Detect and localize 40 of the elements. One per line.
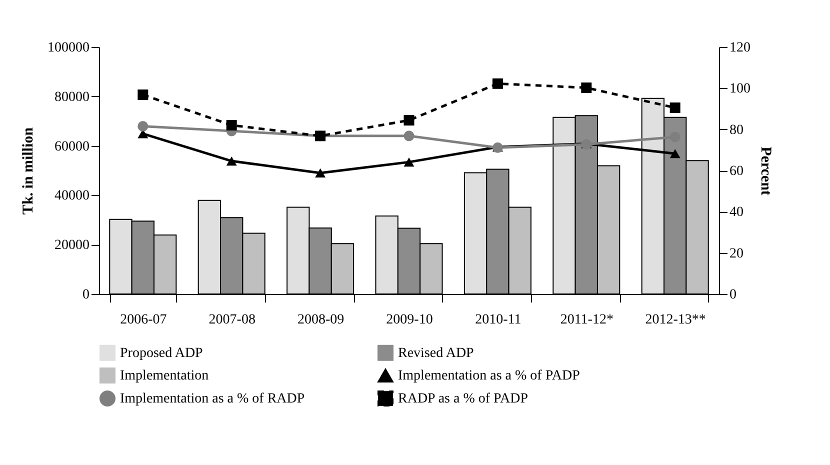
legend-label: Implementation bbox=[120, 368, 209, 384]
point bbox=[404, 115, 414, 126]
y-tick-label: 40000 bbox=[54, 188, 90, 204]
point bbox=[404, 130, 414, 142]
legend-label: Implementation as a % of RADP bbox=[120, 392, 305, 406]
y2-tick-label: 100 bbox=[730, 82, 750, 97]
y2-axis-title: Percent bbox=[758, 146, 774, 196]
point bbox=[315, 168, 326, 178]
y-tick-label: 80000 bbox=[54, 90, 90, 105]
point bbox=[226, 156, 237, 166]
point bbox=[670, 149, 680, 158]
point bbox=[404, 158, 414, 167]
x-tick-label: 2012-13** bbox=[645, 312, 706, 328]
x-tick-label: 2007-08 bbox=[208, 312, 256, 328]
point bbox=[581, 82, 592, 93]
y-tick-label: 20000 bbox=[54, 238, 90, 254]
point bbox=[492, 78, 503, 89]
point bbox=[670, 102, 680, 113]
y2-tick-label: 20 bbox=[730, 246, 744, 262]
x-tick-label: 2011-12* bbox=[560, 312, 614, 328]
point bbox=[138, 121, 148, 132]
legend-label: Implementation as a % of PADP bbox=[398, 368, 580, 384]
y2-tick-label: 40 bbox=[730, 205, 744, 220]
x-tick-label: 2006-07 bbox=[120, 312, 167, 328]
x-tick-label: 2010-11 bbox=[475, 312, 522, 328]
y-tick-label: 100000 bbox=[48, 40, 90, 56]
y-tick-label: 0 bbox=[82, 288, 90, 302]
legend-label: RADP as a % of PADP bbox=[398, 392, 528, 406]
y-tick-label: 60000 bbox=[54, 139, 90, 154]
legend-label: Revised ADP bbox=[398, 346, 474, 361]
y-axis-title: Tk. in million bbox=[20, 126, 36, 215]
y2-tick-label: 80 bbox=[730, 122, 744, 138]
y2-tick-label: 60 bbox=[730, 164, 744, 179]
point bbox=[138, 90, 148, 100]
x-tick-label: 2009-10 bbox=[386, 312, 433, 328]
legend-label: Proposed ADP bbox=[120, 346, 204, 361]
y2-tick-label: 0 bbox=[730, 288, 736, 302]
y2-tick-label: 120 bbox=[730, 40, 750, 56]
point bbox=[226, 120, 237, 130]
x-tick-label: 2008-09 bbox=[297, 312, 344, 328]
